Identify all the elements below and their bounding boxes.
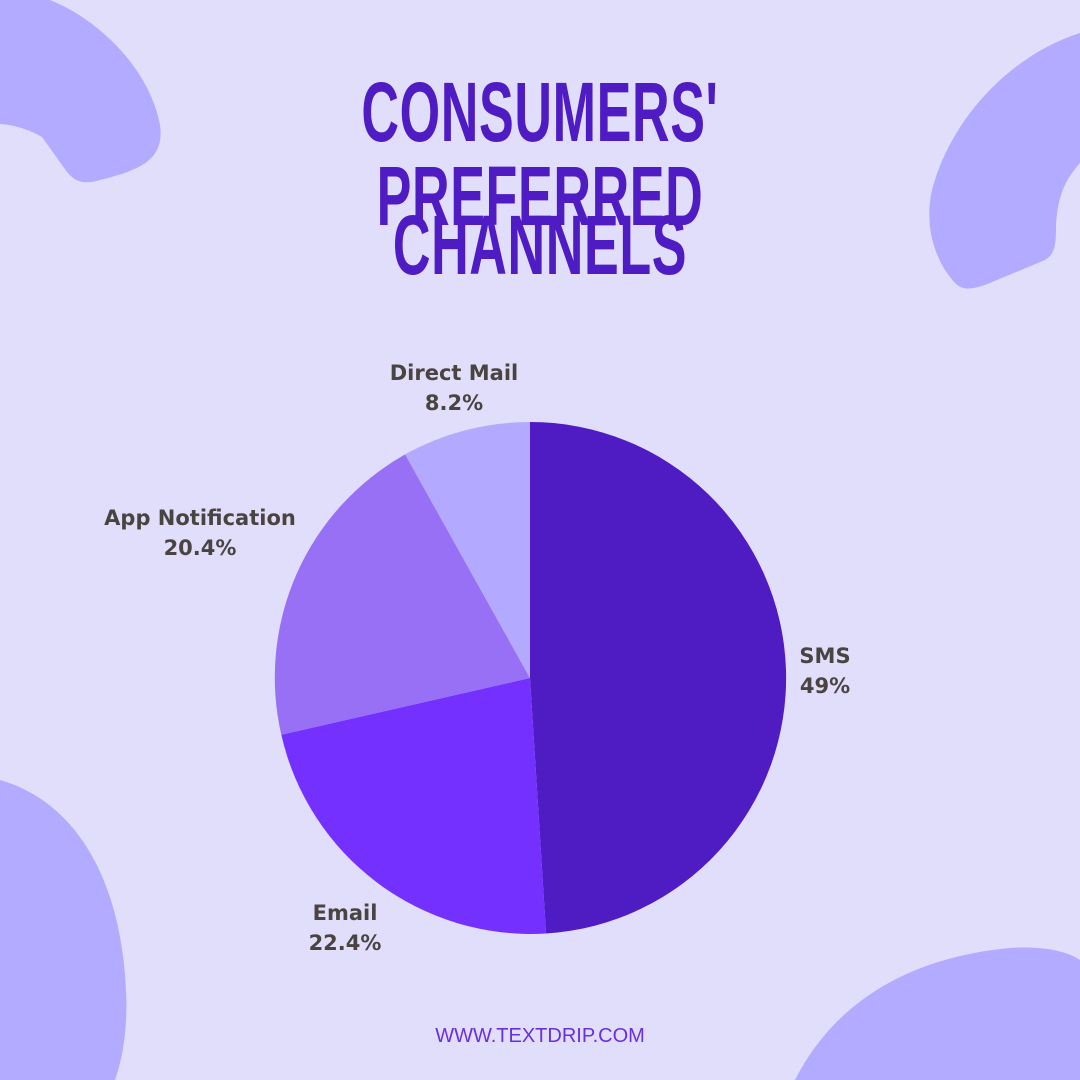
label-sms-value: 49% — [799, 674, 851, 698]
pie-slice-direct-mail — [405, 421, 530, 678]
bottom-left-blob — [0, 780, 127, 1080]
pie-slice-sms — [530, 421, 787, 934]
label-app-notification-value: 20.4% — [163, 536, 237, 560]
label-direct-mail-name: Direct Mail — [389, 361, 519, 385]
chart-title-line-2: CHANNELS — [392, 198, 688, 292]
label-app-notification-name: App Notification — [104, 506, 296, 530]
label-app-notification: App Notification 20.4% — [100, 503, 300, 563]
bottom-right-blob — [795, 947, 1080, 1080]
label-direct-mail: Direct Mail 8.2% — [384, 358, 524, 418]
label-email: Email 22.4% — [295, 898, 395, 958]
top-right-blob — [929, 33, 1080, 289]
pie-slice-app-notification — [274, 454, 530, 735]
label-email-name: Email — [312, 901, 378, 925]
chart-title-line-1: CONSUMERS' PREFERRED — [361, 65, 719, 243]
pie-slice-email — [281, 678, 547, 934]
top-left-blob — [0, 0, 161, 183]
label-sms-name: SMS — [799, 644, 851, 668]
footer-website-link[interactable]: WWW.TEXTDRIP.COM — [435, 1025, 645, 1047]
label-sms: SMS 49% — [790, 641, 860, 701]
label-direct-mail-value: 8.2% — [424, 391, 484, 415]
label-email-value: 22.4% — [308, 931, 382, 955]
